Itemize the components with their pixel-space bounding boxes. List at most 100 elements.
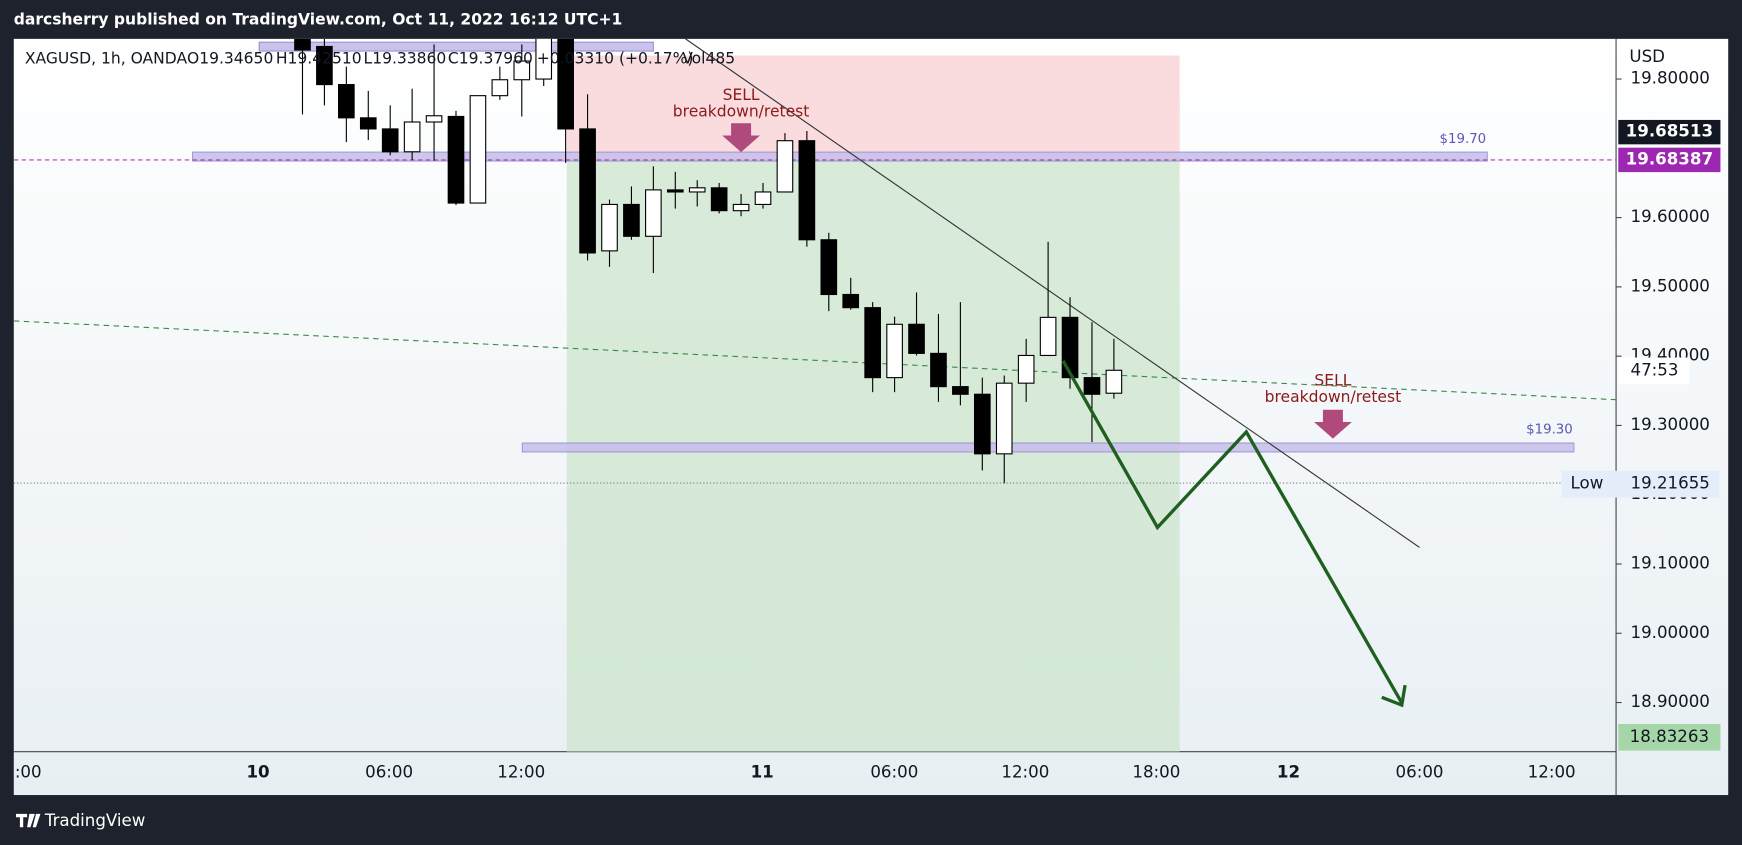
candle-body	[535, 38, 553, 80]
legend-symbol: XAGUSD, 1h, OANDA	[25, 49, 188, 67]
price-tag-text: 19.68513	[1626, 122, 1713, 141]
candle-body	[381, 128, 399, 153]
level-label: $19.70	[1440, 132, 1487, 147]
x-tick-label: 06:00	[1396, 762, 1444, 781]
candle-body	[710, 187, 728, 212]
annotation: SELL	[1314, 371, 1351, 389]
candle-body	[952, 386, 969, 395]
brand: TradingView	[44, 811, 146, 830]
currency: USD	[1629, 47, 1665, 66]
level-label: $19.30	[1526, 423, 1573, 438]
candle-body	[359, 117, 377, 130]
y-tick-label: 19.30000	[1631, 415, 1710, 434]
legend: XAGUSD, 1h, OANDA O19.34650 H19.42510 L1…	[25, 49, 735, 67]
candle-body	[1061, 316, 1079, 379]
sell-arrow	[722, 123, 760, 153]
candle-body	[513, 60, 531, 81]
candle-body	[930, 352, 947, 388]
candle-body	[294, 38, 311, 51]
sell-arrow	[1314, 409, 1352, 439]
candle-body	[469, 95, 487, 204]
x-tick-label: 06:00	[365, 762, 413, 781]
candle-body	[732, 203, 750, 212]
candle-body	[776, 140, 794, 193]
candle-body	[425, 115, 443, 123]
candle-body	[338, 84, 355, 119]
logo	[16, 813, 41, 828]
price-axis: 19.8000019.6000019.5000019.4000019.30000…	[1616, 69, 1710, 711]
candle-body	[973, 393, 991, 455]
low-value: 19.21655	[1631, 474, 1710, 493]
candle-body	[908, 323, 925, 354]
x-tick-label: 10	[246, 762, 269, 781]
candle-body	[623, 203, 640, 237]
legend-volume: Vol485	[682, 49, 735, 67]
x-tick-label: 18:00	[1132, 762, 1180, 781]
trend-line	[685, 38, 1420, 548]
y-tick-label: 19.80000	[1631, 69, 1710, 88]
projection-arrow	[1381, 684, 1407, 708]
low-label: Low	[1571, 474, 1604, 493]
trend-line	[13, 320, 1617, 401]
level-band	[258, 41, 654, 52]
price-tag-text: 18.83263	[1630, 727, 1709, 746]
candle-body	[557, 38, 574, 130]
candle-body	[1017, 354, 1035, 384]
level-band	[192, 151, 1488, 162]
x-tick-label: :00	[15, 762, 42, 781]
candle-body	[1105, 369, 1123, 394]
legend-low: L19.33860	[364, 49, 447, 67]
x-tick-label: 06:00	[870, 762, 918, 781]
legend-change: +0.03310 (+0.17%)	[537, 49, 694, 67]
price-tag	[1618, 147, 1721, 173]
time-axis: :00 10 06:00 12:00 11 06:00 12:00 18:00 12 06:00 1…	[15, 762, 1576, 781]
candle-body	[666, 189, 684, 193]
candle-body	[1039, 316, 1057, 357]
candle-body	[688, 187, 706, 193]
countdown: 47:53	[1631, 360, 1679, 379]
low-tag	[1561, 470, 1720, 498]
candle-body	[316, 45, 333, 86]
candle-body	[798, 140, 816, 241]
stop-zone	[566, 55, 1180, 159]
price-tag	[1618, 723, 1721, 751]
annotation: breakdown/retest	[1265, 388, 1402, 406]
projection	[1061, 360, 1404, 704]
x-tick-label: 12	[1277, 762, 1300, 781]
x-tick-label: 12:00	[1528, 762, 1576, 781]
candle-body	[579, 128, 596, 254]
price-tag-text: 19.68387	[1626, 149, 1713, 168]
candle-body	[864, 307, 881, 379]
candle-body	[995, 382, 1013, 455]
y-tick-label: 19.60000	[1631, 207, 1710, 226]
legend-open: O19.34650	[187, 49, 273, 67]
candle-body	[601, 203, 618, 252]
annotation: SELL	[723, 86, 760, 104]
y-tick-label: 19.00000	[1631, 623, 1710, 642]
publisher: darcsherry published on TradingView.com,…	[14, 10, 623, 28]
annotation: breakdown/retest	[673, 103, 810, 121]
countdown-tag	[1618, 357, 1690, 385]
x-tick-label: 12:00	[497, 762, 545, 781]
candle-body	[754, 191, 772, 205]
y-tick-label: 18.90000	[1631, 692, 1710, 711]
candle-body	[403, 121, 421, 153]
price-tag	[1618, 119, 1721, 145]
target-zone	[566, 158, 1180, 752]
candle-body	[645, 189, 662, 237]
legend-high: H19.42510	[276, 49, 362, 67]
legend-close: C19.37960	[448, 49, 533, 67]
candle-body	[820, 239, 838, 296]
plot	[13, 38, 1617, 752]
y-tick-label: 19.50000	[1631, 276, 1710, 295]
y-tick-label: 19.10000	[1631, 553, 1710, 572]
x-tick-label: 11	[751, 762, 774, 781]
candle-body	[886, 323, 903, 379]
candle-body	[447, 115, 465, 204]
candle-body	[491, 79, 509, 97]
candle-body	[842, 293, 860, 309]
candles	[294, 38, 1123, 484]
level-band	[521, 442, 1575, 453]
x-tick-label: 12:00	[1001, 762, 1049, 781]
